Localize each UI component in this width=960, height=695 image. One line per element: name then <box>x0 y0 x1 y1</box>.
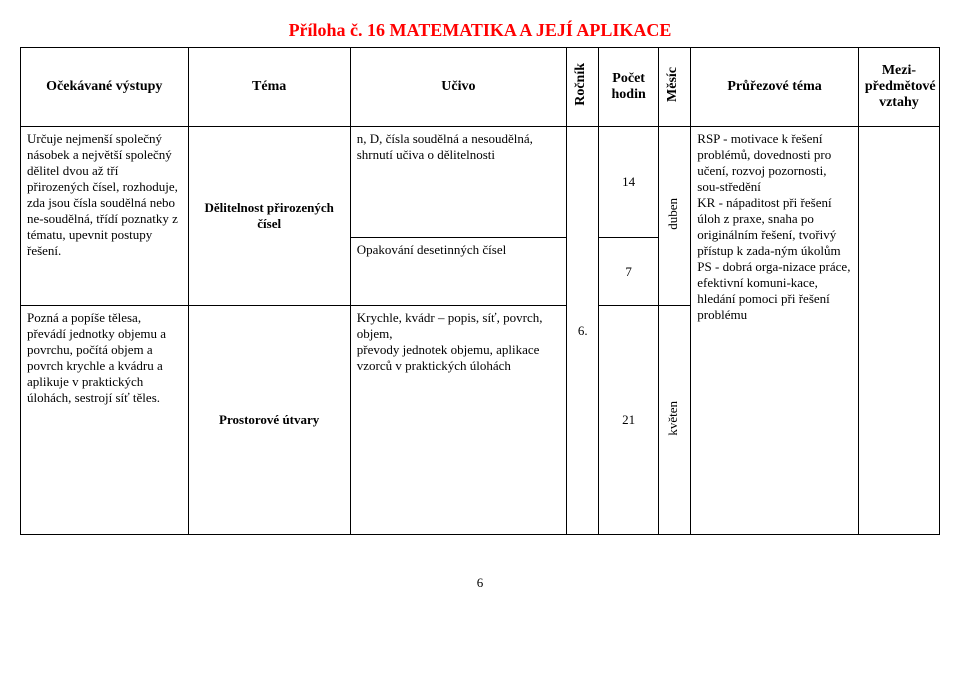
header-ocekavane-vystupy: Očekávané výstupy <box>21 48 189 127</box>
cell-tema-2: Prostorové útvary <box>188 306 350 535</box>
header-mezipredmetove-vztahy: Mezi-předmětové vztahy <box>858 48 939 127</box>
cell-vystup-1: Určuje nejmenší společný násobek a nejvě… <box>21 127 189 306</box>
cell-mesic-1: duben <box>658 127 690 306</box>
cell-hodin-2: 7 <box>599 238 658 306</box>
cell-hodin-1: 14 <box>599 127 658 238</box>
cell-ucivo-1: n, D, čísla soudělná a nesoudělná, shrnu… <box>350 127 566 238</box>
header-pocet-hodin: Počet hodin <box>599 48 658 127</box>
cell-ucivo-3: Krychle, kvádr – popis, síť, povrch, obj… <box>350 306 566 535</box>
cell-vystup-2: Pozná a popíše tělesa, převádí jednotky … <box>21 306 189 535</box>
header-rocnik: Ročník <box>566 48 598 127</box>
cell-hodin-3: 21 <box>599 306 658 535</box>
document-title: Příloha č. 16 MATEMATIKA A JEJÍ APLIKACE <box>20 20 940 41</box>
cell-rocnik: 6. <box>566 127 598 535</box>
cell-ucivo-2: Opakování desetinných čísel <box>350 238 566 306</box>
header-prurezove-tema: Průřezové téma <box>691 48 859 127</box>
cell-tema-1: Dělitelnost přirozených čísel <box>188 127 350 306</box>
cell-prurez: RSP - motivace k řešení problémů, dovedn… <box>691 127 859 535</box>
cell-mesic-2: květen <box>658 306 690 535</box>
page-number: 6 <box>20 575 940 591</box>
cell-mezi <box>858 127 939 535</box>
header-tema: Téma <box>188 48 350 127</box>
header-ucivo: Učivo <box>350 48 566 127</box>
curriculum-table: Očekávané výstupy Téma Učivo Ročník Poče… <box>20 47 940 535</box>
header-mesic: Měsíc <box>658 48 690 127</box>
